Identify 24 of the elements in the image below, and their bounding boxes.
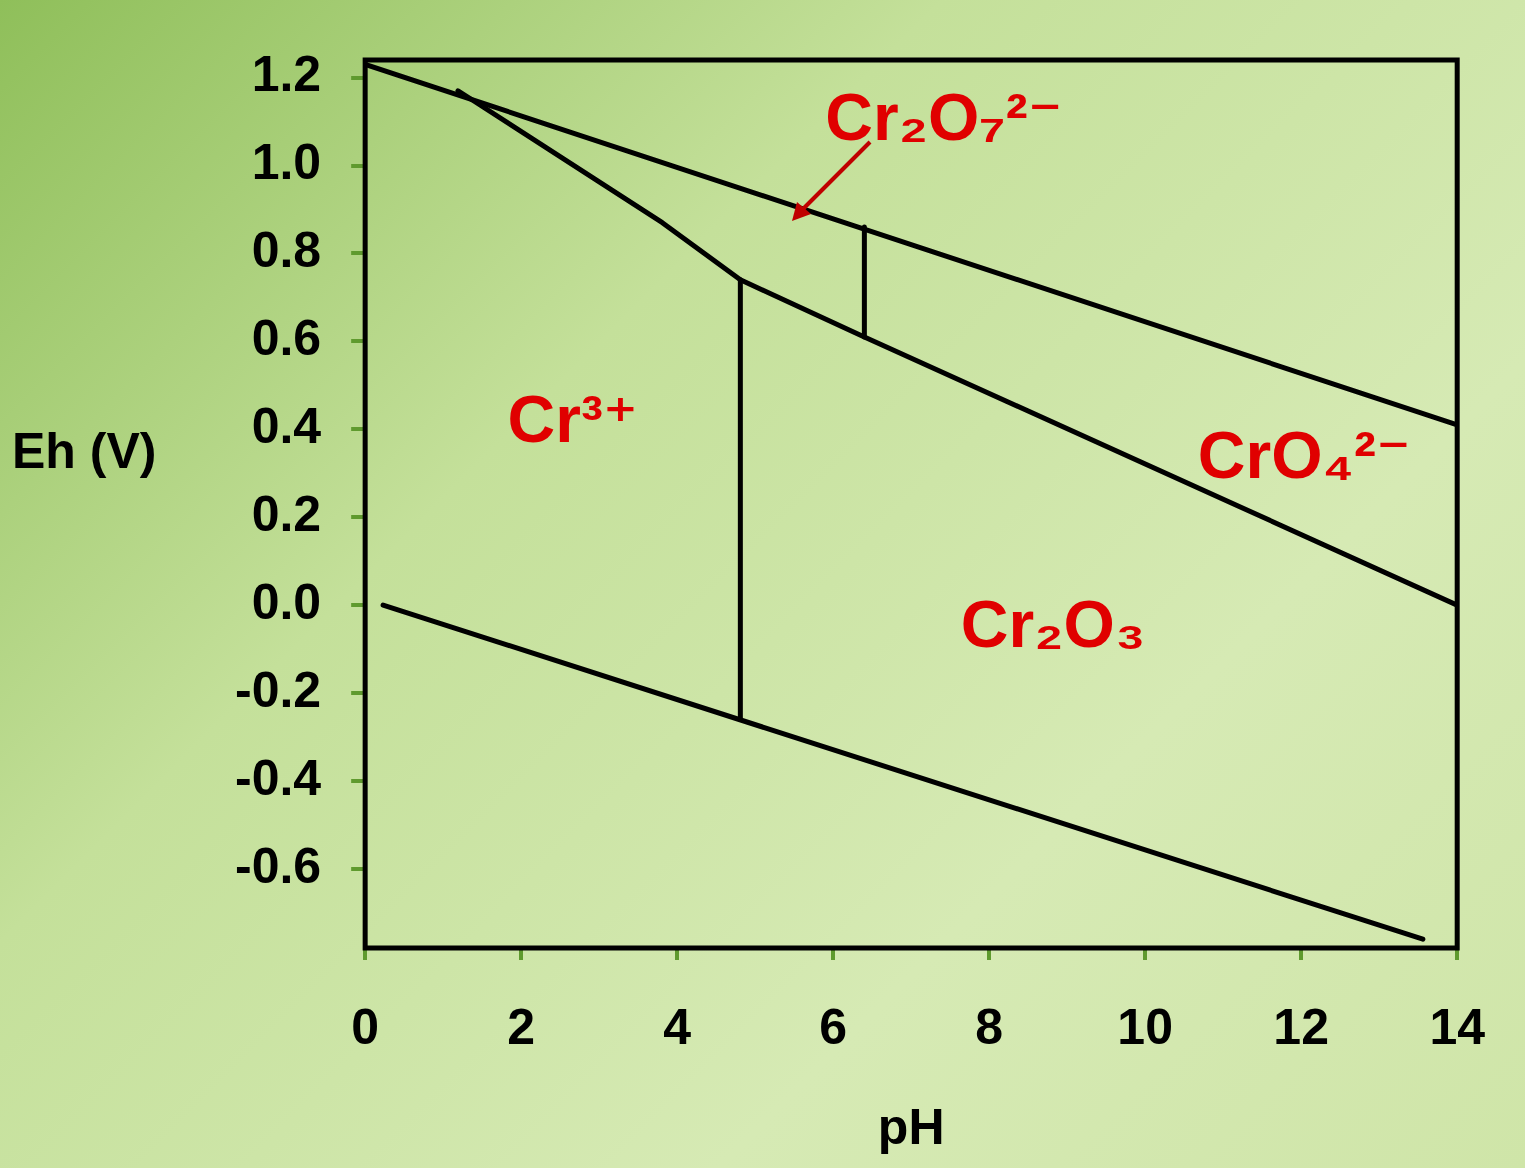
x-tick-label: 2 bbox=[507, 998, 536, 1055]
y-tick-label: 1.0 bbox=[251, 134, 322, 191]
y-tick-label: 0.4 bbox=[251, 398, 322, 455]
y-axis-title: Eh (V) bbox=[12, 422, 157, 479]
x-tick-label: 0 bbox=[351, 998, 380, 1055]
x-tick-label: 12 bbox=[1273, 998, 1329, 1055]
y-tick-label: -0.4 bbox=[234, 749, 322, 806]
y-tick-label: 0.0 bbox=[251, 573, 322, 630]
x-axis-title: pH bbox=[877, 1098, 945, 1155]
x-tick-label: 10 bbox=[1117, 998, 1173, 1055]
y-tick-label: 1.2 bbox=[251, 46, 322, 103]
x-tick-label: 8 bbox=[975, 998, 1004, 1055]
annotation: Cr₂O₇²⁻ bbox=[825, 80, 1063, 155]
y-tick-label: -0.2 bbox=[234, 661, 322, 718]
annotation: Cr₂O₃ bbox=[960, 586, 1146, 661]
annotation: Cr³⁺ bbox=[507, 382, 638, 457]
y-tick-label: -0.6 bbox=[234, 837, 322, 894]
x-tick-label: 4 bbox=[663, 998, 692, 1055]
y-tick-label: 0.2 bbox=[251, 485, 322, 542]
x-tick-label: 14 bbox=[1429, 998, 1486, 1055]
y-tick-label: 0.6 bbox=[251, 310, 322, 367]
annotation: CrO₄²⁻ bbox=[1197, 417, 1411, 492]
y-tick-label: 0.8 bbox=[251, 222, 322, 279]
x-tick-label: 6 bbox=[819, 998, 848, 1055]
